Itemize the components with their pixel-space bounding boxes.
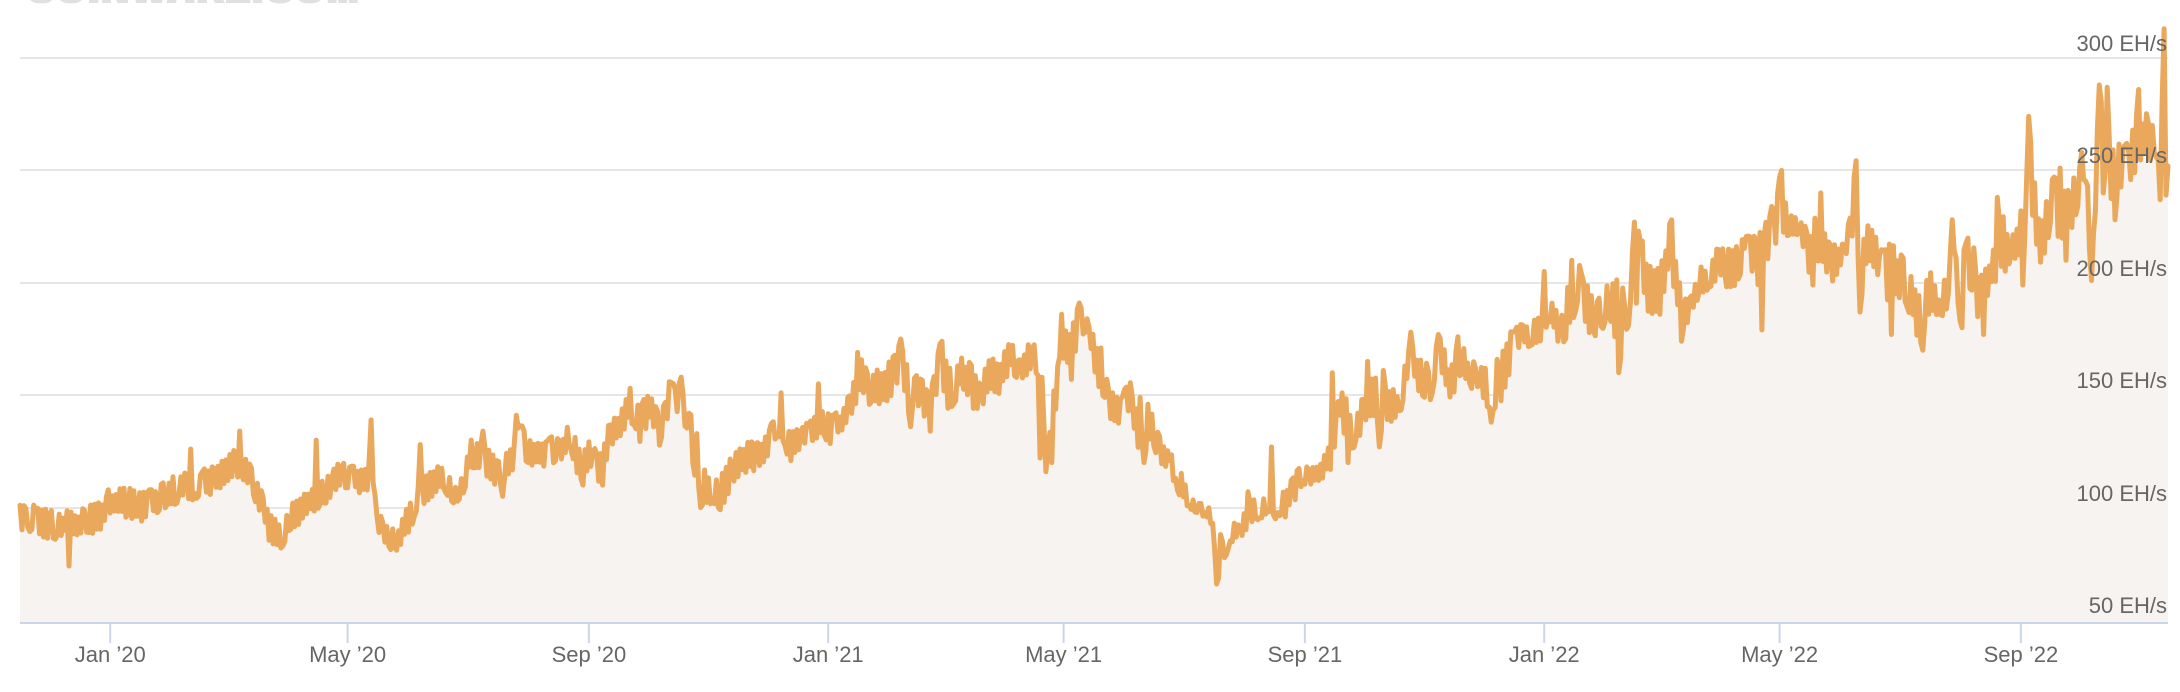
x-axis-label: Jan ’21: [793, 642, 864, 667]
y-axis-labels: 300 EH/s 250 EH/s 200 EH/s 150 EH/s 100 EH/s…: [2077, 31, 2168, 618]
x-axis-label: Sep ’20: [552, 642, 627, 667]
area-fill: [20, 28, 2168, 623]
y-axis-label: 150 EH/s: [2077, 368, 2168, 393]
hashrate-line: [17, 26, 2171, 587]
x-axis-label: Jan ’20: [75, 642, 146, 667]
y-axis-label: 100 EH/s: [2077, 481, 2168, 506]
x-axis-label: Sep ’22: [1984, 642, 2059, 667]
x-axis-label: Jan ’22: [1509, 642, 1580, 667]
x-axis-label: Sep ’21: [1268, 642, 1343, 667]
x-axis-label: May ’20: [309, 642, 386, 667]
y-axis-label: 50 EH/s: [2089, 593, 2167, 618]
x-axis: [20, 622, 2168, 643]
x-axis-label: May ’21: [1025, 642, 1102, 667]
x-axis-label: May ’22: [1741, 642, 1818, 667]
y-axis-label: 200 EH/s: [2077, 256, 2168, 281]
watermark: COINWARZ.COM: [27, 0, 361, 12]
y-axis-label: 250 EH/s: [2077, 143, 2168, 168]
y-axis-label: 300 EH/s: [2077, 31, 2168, 56]
x-axis-labels: Jan ’20 May ’20 Sep ’20 Jan ’21 May ’21 Sep ’…: [75, 642, 2058, 667]
